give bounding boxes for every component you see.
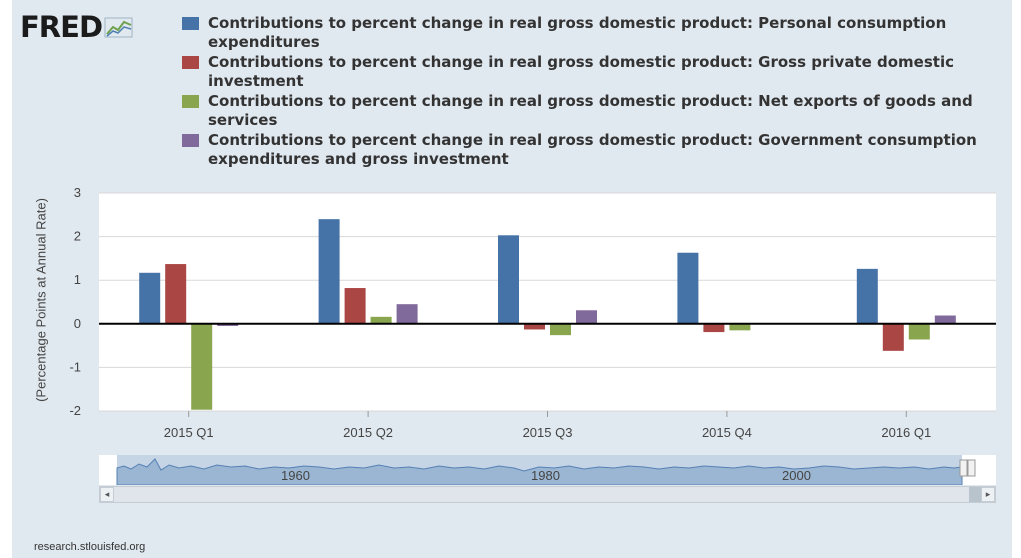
y-tick-label: 0 (74, 316, 81, 331)
legend-swatch (182, 134, 199, 147)
bar[interactable] (524, 323, 545, 330)
bar[interactable] (856, 268, 878, 324)
bar[interactable] (217, 323, 239, 326)
y-tick-label: -1 (69, 359, 81, 374)
legend-item-net-exports[interactable]: Contributions to percent change in real … (180, 92, 980, 130)
bar[interactable] (396, 304, 418, 324)
range-navigator[interactable]: 1960 1980 2000 (99, 455, 996, 486)
x-tick-label: 2015 Q3 (523, 425, 573, 440)
plot-area (99, 193, 996, 411)
bar[interactable] (550, 323, 571, 336)
navigator-label: 2000 (782, 468, 811, 483)
bar[interactable] (703, 323, 725, 333)
bar[interactable] (318, 219, 340, 324)
bar[interactable] (677, 252, 699, 324)
navigator-handle-left[interactable] (959, 459, 968, 477)
navigator-label: 1960 (281, 468, 310, 483)
bar[interactable] (882, 323, 904, 351)
bar[interactable] (498, 235, 519, 324)
legend-label: Contributions to percent change in real … (208, 92, 973, 129)
legend-swatch (182, 17, 199, 30)
bar[interactable] (344, 288, 366, 324)
y-tick-label: 2 (74, 229, 81, 244)
legend-label: Contributions to percent change in real … (208, 131, 977, 168)
logo-text: FRED (20, 10, 103, 44)
fred-logo[interactable]: FRED (20, 10, 134, 44)
y-tick-label: 3 (74, 185, 81, 200)
bar[interactable] (908, 323, 930, 340)
x-tick-label: 2015 Q4 (702, 425, 752, 440)
fred-graph-icon (104, 17, 133, 38)
legend-item-pce[interactable]: Contributions to percent change in real … (180, 14, 980, 52)
legend-label: Contributions to percent change in real … (208, 14, 947, 51)
bar[interactable] (576, 310, 597, 324)
bar[interactable] (729, 323, 751, 331)
bar[interactable] (934, 315, 956, 324)
x-tick-label: 2015 Q2 (343, 425, 393, 440)
y-tick-label: -2 (69, 403, 81, 418)
bar[interactable] (139, 272, 161, 324)
bars (139, 219, 956, 410)
legend-item-investment[interactable]: Contributions to percent change in real … (180, 53, 980, 91)
scrollbar[interactable]: ◂ ▸ (99, 486, 996, 503)
x-tick-labels: 2015 Q1 2015 Q2 2015 Q3 2015 Q4 2016 Q1 (164, 411, 931, 440)
bar[interactable] (165, 264, 187, 324)
scroll-left-button[interactable]: ◂ (100, 487, 114, 502)
source-credit: research.stlouisfed.org (34, 541, 146, 553)
legend-item-government[interactable]: Contributions to percent change in real … (180, 131, 980, 169)
x-tick-label: 2016 Q1 (881, 425, 931, 440)
scroll-right-button[interactable]: ▸ (981, 487, 995, 502)
bar[interactable] (370, 316, 392, 324)
y-tick-labels: 3 2 1 0 -1 -2 (69, 185, 81, 418)
legend-label: Contributions to percent change in real … (208, 53, 954, 90)
bar[interactable] (191, 323, 213, 410)
y-tick-label: 1 (74, 272, 81, 287)
chart-legend: Contributions to percent change in real … (180, 14, 980, 170)
x-tick-label: 2015 Q1 (164, 425, 214, 440)
navigator-series: 1960 1980 2000 (99, 455, 996, 486)
navigator-area (116, 458, 963, 486)
navigator-label: 1980 (531, 468, 560, 483)
navigator-handle-right[interactable] (967, 459, 976, 477)
legend-swatch (182, 95, 199, 108)
scroll-thumb[interactable] (969, 487, 981, 502)
legend-swatch (182, 56, 199, 69)
